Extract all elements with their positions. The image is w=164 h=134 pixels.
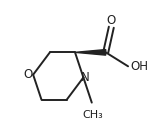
Text: OH: OH	[131, 60, 149, 73]
Text: N: N	[80, 71, 89, 84]
Text: CH₃: CH₃	[83, 110, 103, 120]
Text: O: O	[107, 14, 116, 27]
Text: O: O	[23, 68, 32, 81]
Polygon shape	[75, 50, 106, 55]
